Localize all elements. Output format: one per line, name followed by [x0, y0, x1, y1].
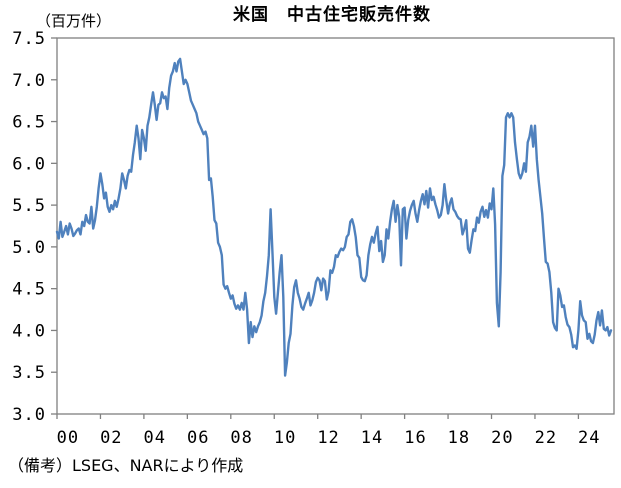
source-footnote: （備考）LSEG、NARにより作成 [8, 456, 243, 475]
sales-line [55, 57, 613, 377]
y-tick-label: 7.5 [12, 29, 46, 49]
y-axis-labels: 7.5 7.0 6.5 6.0 5.5 5.0 4.5 4.0 3.5 3.0 [12, 29, 46, 425]
x-tick-label: 00 [57, 428, 79, 448]
x-tick-label: 12 [317, 428, 339, 448]
chart-title: 米国 中古住宅販売件数 [233, 4, 431, 25]
axis-ticks [51, 37, 580, 419]
x-tick-label: 22 [535, 428, 557, 448]
plot-area-border [56, 37, 615, 415]
y-tick-label: 7.0 [12, 71, 46, 91]
y-tick-label: 3.5 [12, 363, 46, 383]
x-tick-label: 06 [187, 428, 209, 448]
x-tick-label: 18 [448, 428, 470, 448]
x-tick-label: 08 [230, 428, 252, 448]
y-tick-label: 6.5 [12, 113, 46, 133]
y-tick-label: 5.5 [12, 196, 46, 216]
x-tick-label: 10 [274, 428, 296, 448]
y-tick-label: 4.0 [12, 321, 46, 341]
x-axis-labels: 00 02 04 06 08 10 12 14 16 18 20 22 24 [57, 428, 600, 448]
x-tick-label: 16 [404, 428, 426, 448]
x-tick-label: 04 [144, 428, 166, 448]
y-axis-unit-label: （百万件） [36, 12, 111, 30]
y-tick-label: 4.5 [12, 280, 46, 300]
y-tick-label: 3.0 [12, 405, 46, 425]
x-tick-label: 20 [491, 428, 513, 448]
y-tick-label: 5.0 [12, 238, 46, 258]
x-tick-label: 02 [100, 428, 122, 448]
x-tick-label: 14 [361, 428, 383, 448]
x-tick-label: 24 [578, 428, 600, 448]
y-tick-label: 6.0 [12, 154, 46, 174]
